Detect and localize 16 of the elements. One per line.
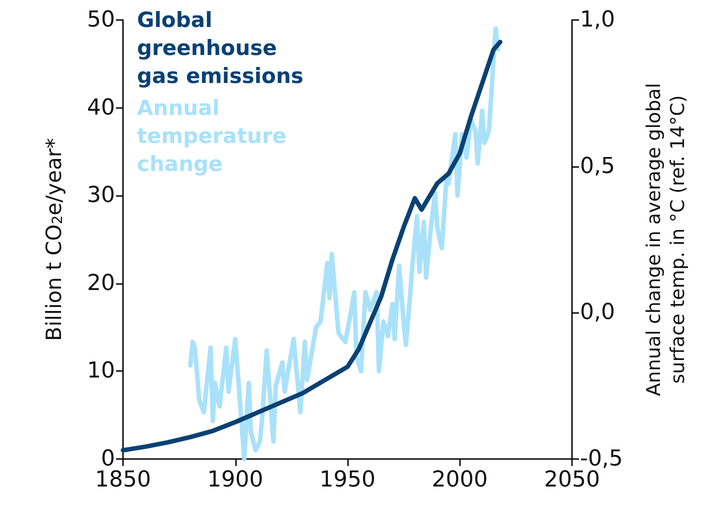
y2-tick-label: 0,5 (580, 154, 615, 179)
y-axis-title: Billion t CO2e/year* (42, 138, 66, 341)
y2-tick-label: 1,0 (580, 8, 615, 32)
x-tick-label: 1900 (207, 468, 264, 492)
text: Annual temperature change (137, 96, 294, 176)
text: Global greenhouse gas emissions (137, 8, 304, 88)
x-tick-label: 2000 (432, 468, 488, 492)
y-tick-label: 50 (87, 8, 115, 32)
y2-tick-label: 0,0 (580, 300, 615, 326)
y2-axis-title: Annual change in average global surface temp. in °C (ref. 14°C) (643, 82, 689, 396)
y-tick-label: 20 (87, 270, 115, 296)
y-tick-label: 10 (87, 358, 115, 384)
y-tick-label: 30 (87, 183, 115, 208)
y-tick-label: 40 (87, 95, 115, 120)
x-tick-label: 1950 (320, 468, 376, 492)
line-series (120, 40, 502, 452)
